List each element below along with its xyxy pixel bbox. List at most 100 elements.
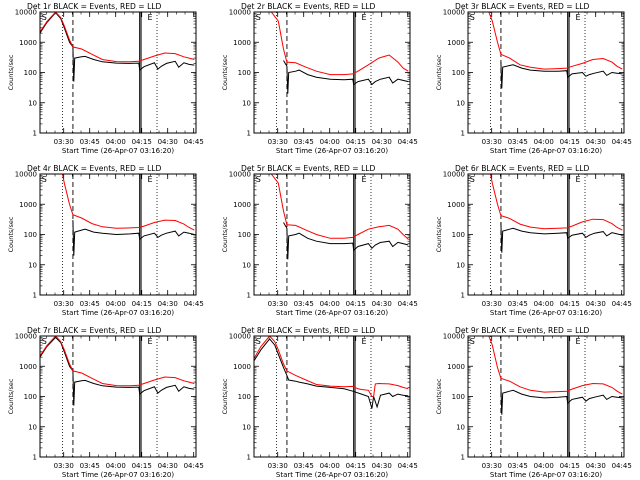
x-tick-label: 03:45: [80, 462, 100, 470]
x-tick-label: 03:30: [268, 138, 288, 146]
x-tick-label: 04:30: [372, 138, 392, 146]
plot-frame: [39, 173, 197, 296]
y-tick-label: 100: [452, 231, 465, 239]
x-tick-label: 03:45: [294, 138, 314, 146]
y-tick-label: 1000: [233, 201, 251, 209]
plot-frame: [467, 335, 625, 458]
interval-letter: E: [361, 13, 366, 22]
interval-letter: E: [147, 337, 152, 346]
interval-letter: S: [256, 175, 261, 184]
y-tick-label: 10: [242, 99, 251, 107]
events-series-line: [283, 222, 409, 260]
lld-series-line: [270, 174, 409, 240]
x-tick-label: 04:45: [184, 462, 204, 470]
x-tick-label: 03:45: [294, 462, 314, 470]
y-axis-label: Counts/sec: [435, 216, 443, 252]
y-tick-label: 100: [452, 69, 465, 77]
events-series-line: [72, 220, 195, 256]
y-tick-label: 1000: [447, 201, 465, 209]
x-axis-label: Start Time (26-Apr-07 03:16:20): [276, 147, 388, 155]
lld-series-line: [40, 12, 195, 63]
x-tick-label: 04:30: [586, 300, 606, 308]
x-tick-label: 04:15: [346, 462, 366, 470]
y-tick-label: 100: [452, 393, 465, 401]
interval-letter: S: [256, 337, 261, 346]
y-axis-label: Counts/sec: [221, 378, 229, 414]
x-tick-label: 04:30: [158, 462, 178, 470]
panel-title: Det 6r BLACK = Events, RED = LLD: [455, 164, 590, 173]
plot-frame: [39, 335, 197, 458]
panel: Det 1r BLACK = Events, RED = LLD Counts/s…: [7, 2, 204, 155]
x-tick-label: 03:45: [80, 300, 100, 308]
events-series-line: [283, 60, 409, 94]
panel: Det 8r BLACK = Events, RED = LLD Counts/s…: [221, 326, 418, 479]
panel: Det 4r BLACK = Events, RED = LLD Counts/s…: [7, 164, 204, 317]
y-tick-label: 10000: [443, 9, 465, 17]
interval-letter: E: [575, 337, 580, 346]
y-tick-label: 10: [456, 99, 465, 107]
x-tick-label: 04:15: [560, 462, 580, 470]
x-axis-label: Start Time (26-Apr-07 03:16:20): [62, 471, 174, 479]
panel: Det 5r BLACK = Events, RED = LLD Counts/s…: [221, 164, 418, 317]
y-tick-label: 1: [247, 130, 251, 138]
x-tick-label: 03:45: [508, 300, 528, 308]
y-tick-label: 1: [247, 454, 251, 462]
panel-title: Det 1r BLACK = Events, RED = LLD: [27, 2, 162, 11]
x-tick-label: 04:00: [320, 300, 340, 308]
y-tick-label: 10: [242, 261, 251, 269]
lld-series-line: [40, 336, 195, 387]
x-tick-label: 03:45: [508, 462, 528, 470]
panel: Det 2r BLACK = Events, RED = LLD Counts/s…: [221, 2, 418, 155]
x-tick-label: 04:00: [534, 138, 554, 146]
y-tick-label: 100: [238, 231, 251, 239]
x-tick-label: 04:30: [586, 462, 606, 470]
interval-letter: E: [147, 175, 152, 184]
x-tick-label: 04:00: [106, 300, 126, 308]
x-tick-label: 03:30: [482, 300, 502, 308]
panel: Det 3r BLACK = Events, RED = LLD Counts/s…: [435, 2, 632, 155]
y-tick-label: 10: [456, 423, 465, 431]
y-axis-label: Counts/sec: [435, 378, 443, 414]
y-axis-label: Counts/sec: [7, 378, 15, 414]
x-tick-label: 03:30: [54, 462, 74, 470]
y-axis-label: Counts/sec: [7, 216, 15, 252]
events-series-line: [254, 338, 409, 409]
events-series-line: [40, 336, 195, 406]
panel-title: Det 4r BLACK = Events, RED = LLD: [27, 164, 162, 173]
y-tick-label: 1: [461, 292, 465, 300]
x-tick-label: 04:45: [398, 462, 418, 470]
x-tick-label: 04:15: [560, 138, 580, 146]
y-tick-label: 10: [242, 423, 251, 431]
x-tick-label: 04:30: [158, 138, 178, 146]
lld-series-line: [62, 174, 195, 231]
y-tick-label: 10: [28, 99, 37, 107]
panel-title: Det 5r BLACK = Events, RED = LLD: [241, 164, 376, 173]
events-series-line: [40, 12, 195, 82]
x-tick-label: 04:00: [320, 462, 340, 470]
panel: Det 7r BLACK = Events, RED = LLD Counts/s…: [7, 326, 204, 479]
y-tick-label: 1: [461, 130, 465, 138]
events-series-line: [500, 62, 623, 89]
y-tick-label: 1: [33, 292, 37, 300]
x-tick-label: 04:30: [372, 300, 392, 308]
x-tick-label: 04:15: [132, 138, 152, 146]
y-tick-label: 100: [238, 393, 251, 401]
x-tick-label: 03:30: [482, 462, 502, 470]
x-tick-label: 04:15: [132, 462, 152, 470]
y-tick-label: 1: [247, 292, 251, 300]
y-tick-label: 10000: [229, 333, 251, 341]
x-tick-label: 04:00: [106, 138, 126, 146]
y-axis-label: Counts/sec: [435, 54, 443, 90]
y-tick-label: 1: [461, 454, 465, 462]
lld-series-line: [254, 336, 409, 397]
x-tick-label: 03:30: [54, 138, 74, 146]
interval-letter: E: [361, 337, 366, 346]
y-tick-label: 1000: [233, 39, 251, 47]
y-tick-label: 10: [28, 261, 37, 269]
x-tick-label: 04:00: [534, 462, 554, 470]
panel-title: Det 9r BLACK = Events, RED = LLD: [455, 326, 590, 335]
x-tick-label: 04:45: [184, 300, 204, 308]
panel: Det 9r BLACK = Events, RED = LLD Counts/s…: [435, 326, 632, 479]
x-tick-label: 04:30: [158, 300, 178, 308]
